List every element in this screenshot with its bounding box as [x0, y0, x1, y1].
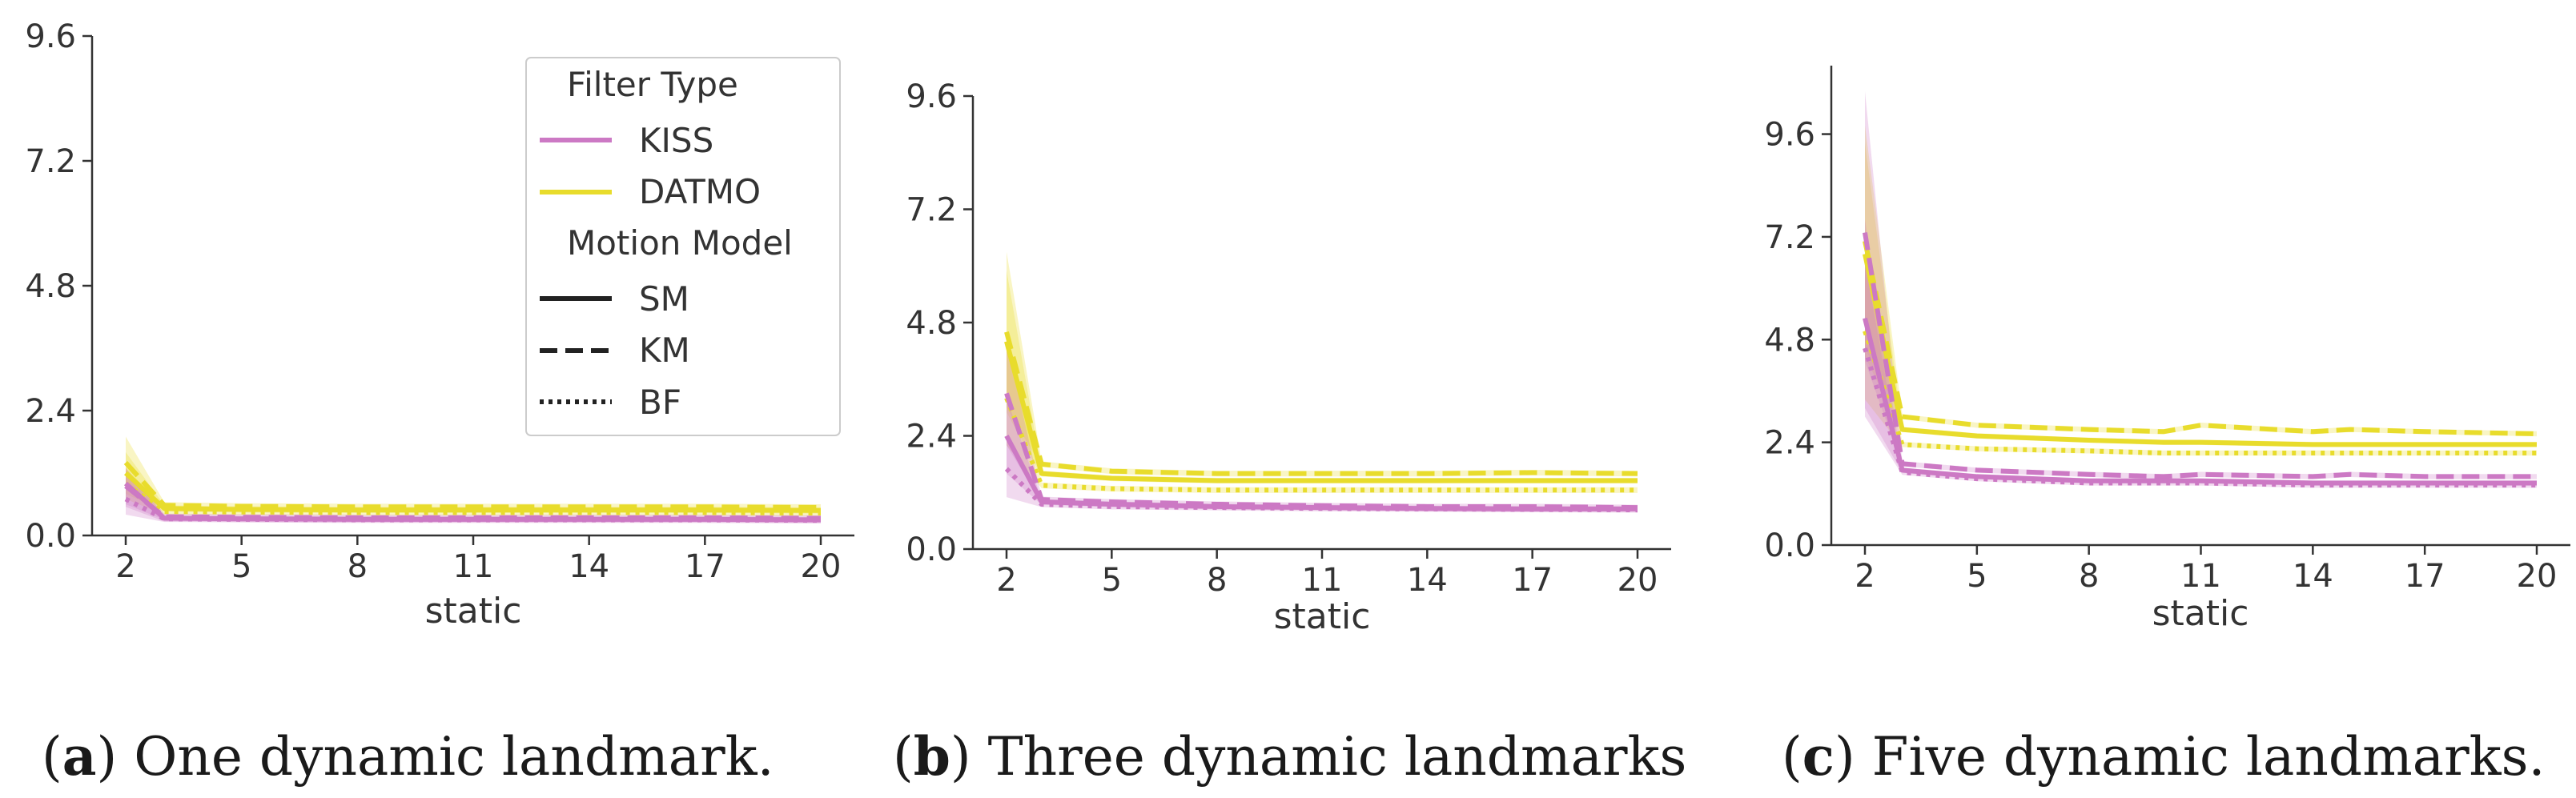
line-kiss-sm-a [123, 481, 822, 523]
x-tick-label-c: 2 [1855, 558, 1875, 595]
line-datmo-sm-c [1863, 253, 2537, 447]
caption-text-c: Five dynamic landmarks. [1872, 726, 2546, 788]
band-kiss-sm-b [1007, 398, 1638, 512]
y-tick-label-b: 4.8 [906, 305, 957, 342]
x-tick-label-b: 5 [1102, 562, 1122, 599]
x-tick-label-c: 8 [2079, 558, 2099, 595]
x-tick-label-a: 17 [685, 548, 725, 585]
caption-a: (a) One dynamic landmark. [42, 725, 774, 788]
x-axis-label-a: static [425, 591, 522, 632]
y-tick-label-b: 0.0 [906, 531, 957, 568]
y-tick-label-b: 7.2 [906, 192, 957, 229]
x-tick-label-a: 5 [231, 548, 251, 585]
y-tick-label-a: 2.4 [25, 393, 76, 430]
chart-panel-b: 0.0 2.4 4.8 7.2 9.6 2 5 8 11 14 17 20 static (b) Th… [893, 78, 1686, 788]
x-tick-label-a: 8 [348, 548, 368, 585]
x-axis-label-c: static [2152, 593, 2249, 634]
chart-panel-c: 0.0 2.4 4.8 7.2 9.6 2 5 8 11 14 17 20 static (c) Fi… [1764, 66, 2570, 788]
line-datmo-bf-b [1004, 397, 1638, 493]
band-kiss-km-b [1007, 341, 1638, 511]
line-kiss-sm-c [1863, 317, 2537, 486]
x-tick-label-c: 5 [1967, 558, 1987, 595]
legend-label-bf: BF [639, 383, 681, 422]
band-datmo-km-a [126, 436, 821, 511]
line-kiss-km-c [1863, 232, 2537, 479]
line-datmo-km-a [123, 460, 822, 510]
x-tick-label-c: 11 [2180, 558, 2221, 595]
y-tick-label-c: 4.8 [1764, 322, 1815, 359]
legend-label-sm: SM [639, 279, 689, 319]
x-tick-label-b: 17 [1512, 562, 1553, 599]
x-tick-label-b: 2 [996, 562, 1016, 599]
x-tick-label-a: 2 [115, 548, 135, 585]
x-tick-label-a: 20 [801, 548, 842, 585]
band-datmo-sm-c [1865, 142, 2537, 447]
line-kiss-bf-c [1863, 347, 2537, 488]
chart-legend: Filter Type KISS DATMO Motion Model SM K… [525, 57, 841, 436]
caption-letter-c: c [1802, 725, 1835, 788]
band-datmo-sm-b [1007, 271, 1638, 484]
x-axis-label-b: static [1274, 596, 1371, 637]
y-tick-label-c: 0.0 [1764, 527, 1815, 564]
x-tick-label-c: 17 [2405, 558, 2445, 595]
legend-title-motion-model: Motion Model [567, 223, 793, 263]
y-tick-label-a: 7.2 [25, 143, 76, 180]
x-tick-label-b: 20 [1618, 562, 1658, 599]
band-datmo-km-c [1865, 125, 2537, 437]
plot-area-b: 0.0 2.4 4.8 7.2 9.6 2 5 8 11 14 17 20 [906, 78, 1671, 599]
x-tick-label-c: 14 [2293, 558, 2333, 595]
x-tick-label-a: 11 [453, 548, 494, 585]
y-tick-label-b: 2.4 [906, 419, 957, 455]
caption-text-b: Three dynamic landmarks [988, 726, 1687, 788]
line-datmo-sm-a [123, 471, 822, 513]
line-kiss-bf-b [1004, 467, 1638, 513]
y-tick-label-a: 4.8 [25, 268, 76, 305]
y-tick-label-a: 9.6 [25, 18, 76, 55]
plot-area-a: 0.0 2.4 4.8 7.2 9.6 2 5 8 11 14 17 20 [25, 18, 854, 585]
plot-area-c: 0.0 2.4 4.8 7.2 9.6 2 5 8 11 14 17 20 [1764, 66, 2570, 595]
legend-frame [525, 57, 841, 436]
y-tick-label-a: 0.0 [25, 518, 76, 555]
x-tick-label-b: 11 [1302, 562, 1343, 599]
x-tick-label-b: 14 [1407, 562, 1448, 599]
caption-c: (c) Five dynamic landmarks. [1782, 725, 2545, 788]
legend-title-filter-type: Filter Type [567, 65, 738, 104]
caption-letter-a: a [62, 725, 97, 788]
line-datmo-km-b [1004, 331, 1638, 476]
legend-label-kiss: KISS [639, 121, 713, 160]
caption-text-a: One dynamic landmark. [134, 726, 774, 788]
line-datmo-bf-c [1863, 330, 2537, 456]
x-tick-label-c: 20 [2517, 558, 2558, 595]
y-tick-label-c: 7.2 [1764, 219, 1815, 256]
line-datmo-sm-b [1004, 340, 1638, 483]
line-datmo-bf-a [124, 481, 822, 516]
y-tick-label-c: 9.6 [1764, 117, 1815, 154]
chart-panel-a: 0.0 2.4 4.8 7.2 9.6 2 5 8 11 14 17 20 static (a) On… [25, 18, 854, 788]
y-tick-label-b: 9.6 [906, 78, 957, 115]
x-tick-label-a: 14 [569, 548, 609, 585]
caption-letter-b: b [914, 725, 950, 788]
x-tick-label-b: 8 [1207, 562, 1227, 599]
line-datmo-km-c [1863, 240, 2538, 436]
legend-label-datmo: DATMO [639, 172, 761, 211]
caption-b: (b) Three dynamic landmarks [893, 725, 1686, 788]
band-datmo-km-b [1007, 251, 1638, 477]
band-kiss-km-c [1865, 91, 2537, 479]
legend-label-km: KM [639, 331, 690, 370]
y-tick-label-c: 2.4 [1764, 425, 1815, 462]
